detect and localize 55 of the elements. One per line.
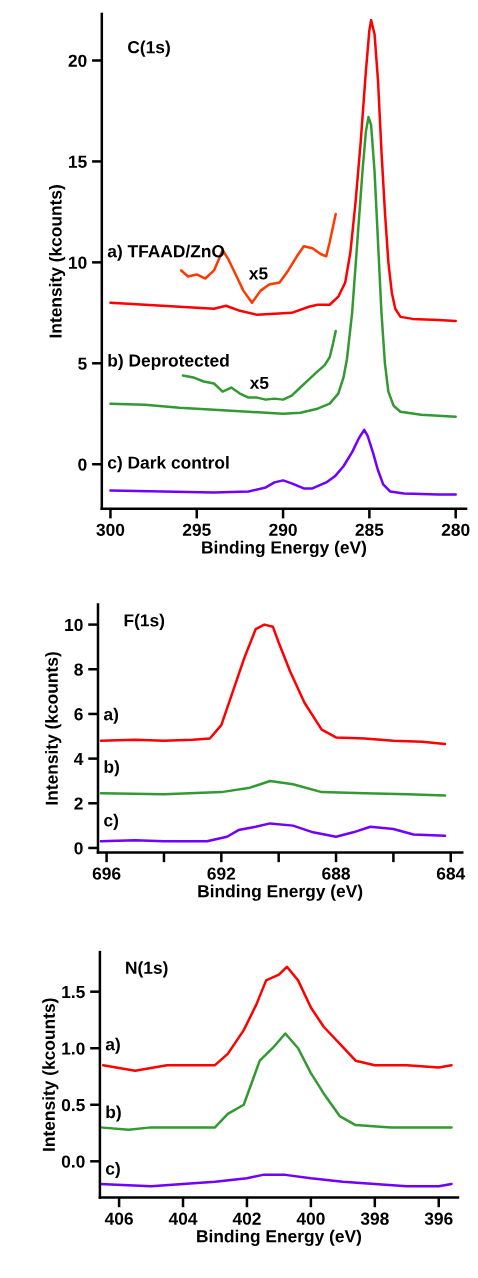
y-tick-label: 15: [69, 155, 87, 168]
series-label: b): [104, 760, 119, 777]
y-axis-title: Intensity (kcounts): [48, 185, 66, 338]
x-tick-label: 696: [92, 867, 121, 880]
x-tick-label: 300: [96, 523, 125, 536]
y-tick-label: 0.0: [61, 1155, 85, 1168]
series-label: b) Deprotected: [108, 353, 229, 371]
y-tick-label: 1.0: [62, 1042, 85, 1055]
x-tick-label: 688: [322, 867, 350, 880]
line-series: [99, 1032, 453, 1131]
series-label: b): [106, 1105, 121, 1122]
x-tick-label: 290: [269, 523, 297, 536]
line-series: [99, 779, 447, 797]
x-tick-label: 404: [168, 1212, 198, 1225]
series-label: c): [104, 813, 119, 830]
series-label: a): [103, 707, 119, 724]
chart-title: N(1s): [126, 961, 168, 978]
x-tick-label: 400: [296, 1212, 325, 1225]
annotation: x5: [249, 376, 269, 390]
y-axis-title: Intensity (kcounts): [45, 652, 62, 805]
y-tick-label: 20: [68, 54, 87, 67]
x-tick-label: 684: [436, 867, 466, 880]
y-tick-label: 6: [74, 708, 83, 721]
y-axis-title: Intensity (kcounts): [42, 998, 59, 1151]
x-axis-title: Binding Energy (eV): [202, 540, 367, 558]
y-tick-label: 2: [74, 797, 83, 810]
y-tick-label: 10: [65, 618, 83, 632]
x-tick-label: 280: [441, 523, 470, 536]
x-tick-label: 402: [232, 1212, 261, 1225]
line-series: [109, 428, 457, 496]
x-axis-title: Binding Energy (eV): [198, 884, 363, 901]
y-tick-label: 8: [74, 663, 83, 676]
series-label: c): [105, 1161, 120, 1179]
y-tick-label: 0.5: [61, 1098, 85, 1112]
series-label: a): [105, 1037, 120, 1054]
annotation: x5: [248, 267, 268, 280]
y-tick-label: 0: [78, 458, 87, 471]
y-tick-label: 10: [69, 256, 87, 269]
line-series: [109, 18, 457, 323]
x-axis-title: Binding Energy (eV): [197, 1229, 362, 1246]
y-tick-label: 1.5: [62, 986, 85, 999]
chart-title: F(1s): [124, 613, 165, 630]
x-tick-label: 406: [104, 1212, 133, 1225]
text: a) TFAAD/ZnO: [107, 244, 225, 261]
text: C(1s): [128, 40, 170, 57]
x-tick-label: 285: [355, 523, 384, 536]
y-tick-label: 0: [74, 842, 83, 855]
line-series: [109, 115, 457, 419]
x-tick-label: 295: [182, 523, 211, 536]
x-tick-label: 396: [424, 1212, 453, 1225]
x-tick-label: 692: [207, 867, 236, 880]
x-tick-label: 398: [360, 1212, 389, 1225]
series-label: c) Dark control: [107, 455, 229, 473]
y-tick-label: 5: [78, 357, 87, 370]
y-tick-label: 4: [74, 752, 84, 765]
